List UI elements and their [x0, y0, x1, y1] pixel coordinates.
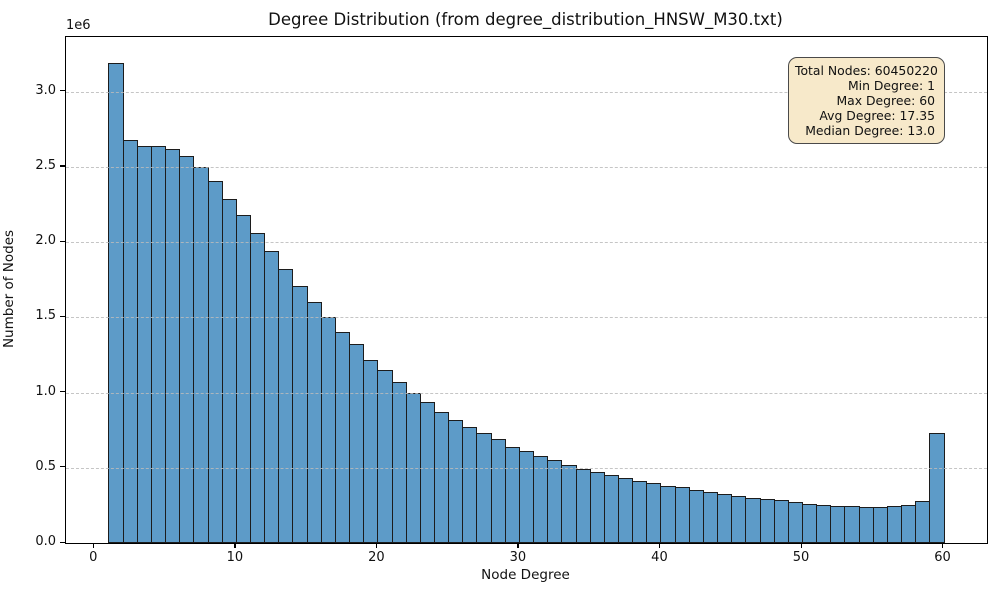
bar-degree-2: [122, 139, 138, 543]
bar-degree-7: [193, 166, 209, 543]
x-tick-mark: [517, 543, 519, 548]
y-tick-mark: [60, 165, 65, 167]
y-tick-mark: [60, 90, 65, 92]
bar-degree-21: [391, 382, 407, 543]
bar-degree-59: [929, 432, 945, 543]
bar-degree-49: [787, 502, 803, 543]
bar-degree-12: [264, 251, 280, 543]
stats-line-1: Min Degree: 1: [847, 78, 935, 94]
bar-degree-29: [504, 446, 520, 543]
x-tick-label: 30: [509, 550, 527, 565]
x-tick-label: 20: [368, 550, 385, 565]
bar-degree-47: [759, 498, 775, 543]
y-tick-label: 2.0: [35, 233, 56, 249]
bar-degree-15: [306, 302, 322, 543]
x-axis-label: Node Degree: [481, 567, 570, 583]
bar-degree-1: [108, 63, 124, 543]
bar-degree-48: [773, 500, 789, 543]
bar-degree-54: [858, 506, 874, 543]
y-axis-offset-label: 1e6: [66, 18, 91, 33]
bar-degree-52: [830, 505, 846, 543]
bar-degree-6: [179, 156, 195, 543]
bar-degree-19: [363, 359, 379, 543]
bar-degree-55: [872, 507, 888, 543]
bar-degree-18: [349, 344, 365, 543]
bar-degree-44: [717, 494, 733, 543]
bar-degree-24: [434, 412, 450, 543]
y-tick-label: 2.5: [35, 157, 56, 173]
x-tick-mark: [658, 543, 661, 548]
stats-line-2: Max Degree: 60: [836, 93, 935, 109]
bar-degree-8: [207, 180, 223, 543]
y-tick-mark: [60, 315, 65, 318]
stats-annotation-box: Total Nodes: 60450220 Min Degree: 1 Max De…: [788, 57, 945, 145]
bar-degree-20: [377, 370, 393, 543]
bar-degree-32: [547, 460, 563, 543]
bar-degree-41: [674, 487, 690, 543]
bar-degree-14: [292, 285, 308, 543]
y-axis-label: Number of Nodes: [1, 229, 17, 349]
bar-degree-4: [150, 145, 167, 543]
bar-degree-46: [745, 497, 761, 543]
y-tick-label: 3.0: [35, 82, 56, 98]
bar-degree-30: [518, 451, 535, 543]
bar-degree-42: [688, 489, 704, 543]
bar-degree-25: [448, 419, 464, 543]
x-tick-label: 10: [226, 550, 244, 565]
bar-degree-16: [320, 317, 336, 543]
x-tick-mark: [375, 543, 378, 548]
y-tick-mark: [60, 466, 65, 468]
stats-line-4: Median Degree: 13.0: [805, 123, 935, 139]
bar-degree-5: [165, 148, 181, 543]
bar-degree-45: [731, 495, 747, 543]
bar-degree-10: [235, 215, 251, 543]
bar-degree-53: [844, 506, 860, 543]
y-tick-label: 1.5: [35, 308, 56, 324]
x-tick-mark: [234, 543, 236, 548]
chart-title: Degree Distribution (from degree_distrib…: [268, 10, 783, 29]
y-tick-mark: [60, 240, 65, 242]
bar-degree-23: [419, 401, 435, 543]
x-tick-label: 60: [934, 550, 951, 565]
bar-degree-17: [334, 332, 351, 543]
bar-degree-28: [490, 439, 506, 543]
y-tick-label: 0.5: [35, 458, 56, 474]
stats-line-0: Total Nodes: 60450220: [795, 63, 938, 78]
x-tick-label: 40: [651, 550, 668, 565]
bar-degree-39: [646, 482, 662, 543]
bar-degree-50: [802, 503, 818, 543]
bar-degree-11: [250, 233, 266, 543]
bar-degree-57: [901, 504, 917, 543]
bar-degree-35: [589, 472, 605, 543]
bars-layer: [66, 37, 987, 543]
bar-degree-31: [533, 455, 549, 543]
bar-degree-40: [660, 485, 676, 543]
x-tick-mark: [92, 543, 94, 548]
bar-degree-36: [603, 475, 619, 543]
bar-degree-56: [886, 506, 903, 543]
bar-degree-27: [476, 433, 492, 543]
bar-degree-37: [618, 478, 634, 543]
x-tick-label: 50: [792, 550, 810, 565]
y-tick-mark: [60, 391, 65, 393]
bar-degree-33: [561, 464, 577, 543]
bar-degree-34: [575, 469, 591, 543]
bar-degree-22: [405, 392, 421, 543]
bar-degree-38: [632, 481, 648, 543]
y-tick-label: 0.0: [35, 534, 56, 549]
x-tick-label: 0: [89, 550, 98, 565]
bar-degree-13: [278, 269, 294, 543]
bar-degree-51: [816, 504, 832, 543]
y-tick-label: 1.0: [35, 383, 56, 399]
bar-degree-3: [136, 145, 152, 543]
bar-degree-43: [702, 491, 719, 543]
stats-line-3: Avg Degree: 17.35: [819, 108, 935, 124]
bar-degree-58: [915, 501, 931, 543]
bar-degree-26: [462, 427, 478, 543]
x-tick-mark: [942, 543, 944, 548]
x-tick-mark: [800, 543, 802, 548]
bar-degree-9: [221, 198, 237, 543]
y-tick-mark: [60, 541, 65, 543]
